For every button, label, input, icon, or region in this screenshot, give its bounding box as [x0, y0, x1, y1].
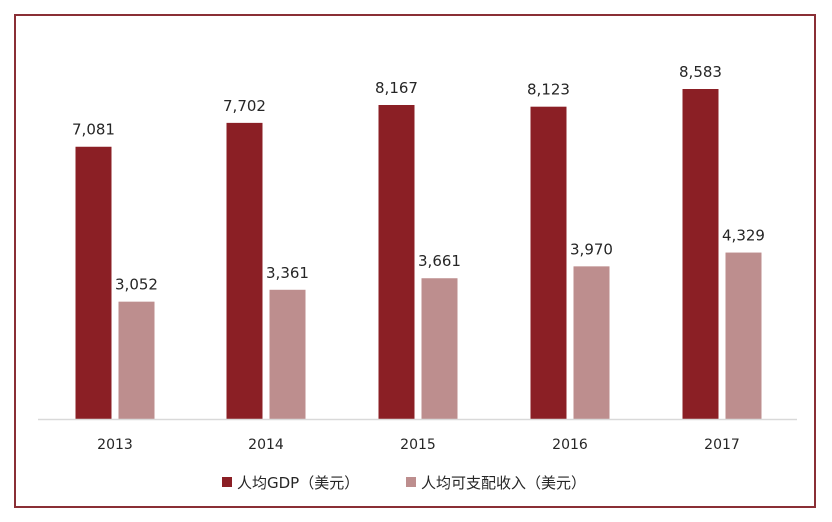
x-tick-label-2013: 2013 [97, 437, 133, 453]
legend-label-income: 人均可支配收入（美元） [421, 474, 586, 492]
x-tick-label-2017: 2017 [704, 437, 740, 453]
x-tick-label-2014: 2014 [248, 437, 284, 453]
bar-income-2017 [725, 252, 762, 419]
value-label-gdp-2017: 8,583 [679, 63, 722, 81]
value-label-income-2017: 4,329 [722, 227, 765, 245]
value-label-income-2016: 3,970 [570, 240, 613, 258]
bar-gdp-2016 [530, 106, 567, 419]
x-tick-label-2015: 2015 [400, 437, 436, 453]
value-label-income-2015: 3,661 [418, 252, 461, 270]
bar-gdp-2013 [75, 146, 112, 420]
legend: 人均GDP（美元） 人均可支配收入（美元） [222, 474, 586, 492]
value-label-income-2013: 3,052 [115, 276, 158, 294]
value-label-gdp-2016: 8,123 [527, 81, 570, 99]
value-label-gdp-2013: 7,081 [72, 121, 115, 139]
legend-swatch-income [406, 477, 416, 487]
bar-income-2016 [573, 266, 610, 419]
bar-gdp-2015 [378, 104, 415, 419]
legend-label-gdp: 人均GDP（美元） [237, 474, 359, 492]
bars-group [75, 89, 762, 420]
value-label-gdp-2015: 8,167 [375, 79, 418, 97]
bar-gdp-2014 [226, 122, 263, 419]
x-tick-label-2016: 2016 [552, 437, 588, 453]
value-label-income-2014: 3,361 [266, 264, 309, 282]
value-labels-group: 7,081 3,052 7,702 3,361 8,167 3,661 8,123 3,970… [72, 63, 765, 294]
legend-swatch-gdp [222, 477, 232, 487]
x-tick-labels-group: 2013 2014 2015 2016 2017 [97, 437, 740, 453]
bar-gdp-2017 [682, 89, 719, 419]
bar-income-2013 [118, 301, 155, 419]
chart-frame [14, 14, 816, 508]
bar-income-2015 [421, 278, 458, 419]
bar-income-2014 [269, 289, 306, 419]
value-label-gdp-2014: 7,702 [223, 97, 266, 115]
